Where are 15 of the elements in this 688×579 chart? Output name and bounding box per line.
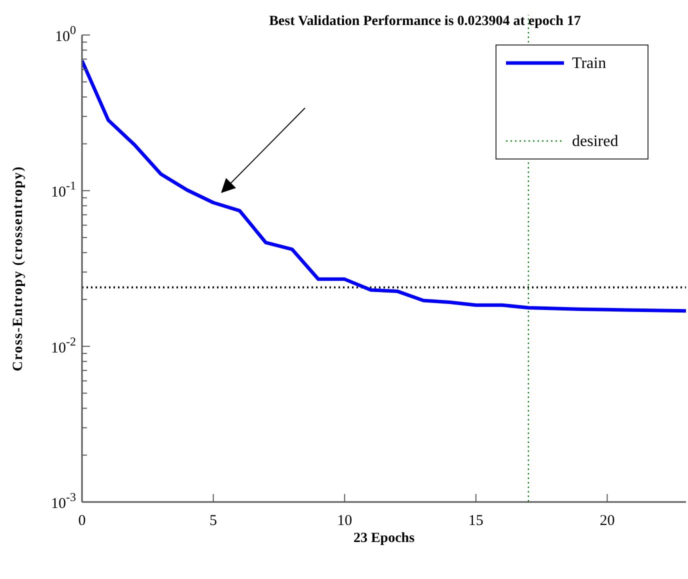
ref-line-label: desired bbox=[572, 133, 618, 150]
line-series bbox=[82, 58, 688, 313]
x-tick-label: 0 bbox=[78, 513, 86, 529]
chart-title: Best Validation Performance is 0.023904 at epoch 17 bbox=[269, 14, 581, 29]
x-tick-label: 20 bbox=[600, 513, 615, 529]
x-tick-label: 10 bbox=[337, 513, 352, 529]
legend-label: Train bbox=[572, 55, 606, 72]
x-tick-label: 5 bbox=[210, 513, 218, 529]
y-axis-title: Cross-Entropy (crossentropy) bbox=[11, 166, 26, 372]
x-tick-label: 15 bbox=[468, 513, 484, 529]
y-tick-label: 10$^{0}$ bbox=[55, 23, 76, 45]
y-tick-label: 10$^{-3}$ bbox=[51, 490, 76, 512]
y-tick-label: 10$^{-1}$ bbox=[51, 178, 76, 201]
x-axis-title: 23 Epochs bbox=[353, 531, 416, 546]
y-tick-label: 10$^{-2}$ bbox=[51, 334, 76, 356]
